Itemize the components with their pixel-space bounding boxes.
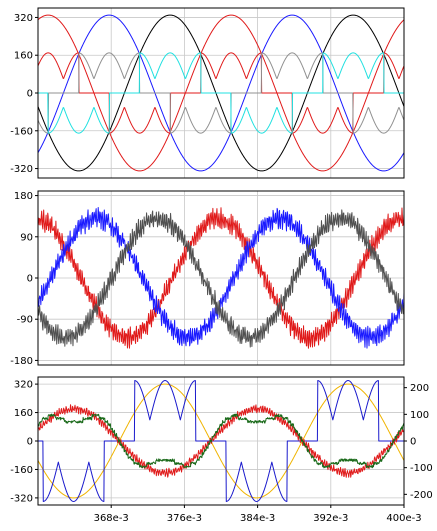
series-group bbox=[38, 380, 404, 502]
y2-tick-label: 100 bbox=[410, 410, 429, 421]
y-tick-label: 320 bbox=[14, 13, 33, 24]
x-tick-label: 384e-3 bbox=[240, 513, 275, 524]
series-line-2 bbox=[38, 206, 404, 349]
y-tick-label: 180 bbox=[14, 191, 33, 202]
x-tick-label: 400e-3 bbox=[386, 513, 421, 524]
series-line-3 bbox=[38, 404, 404, 478]
series-line-6 bbox=[38, 52, 404, 134]
y-tick-label: 160 bbox=[14, 408, 33, 419]
y-tick-label: 0 bbox=[27, 437, 33, 448]
series-line-4 bbox=[38, 52, 404, 134]
y2-tick-label: -100 bbox=[410, 463, 433, 474]
y-tick-label: -180 bbox=[10, 356, 33, 367]
x-tick-label: 392e-3 bbox=[313, 513, 348, 524]
series-line-1 bbox=[38, 207, 404, 349]
y2-tick-label: 0 bbox=[410, 437, 416, 448]
y2-tick-label: -200 bbox=[410, 490, 433, 501]
series-line-3 bbox=[38, 14, 404, 172]
y-tick-label: 160 bbox=[14, 51, 33, 62]
y-tick-label: 0 bbox=[27, 274, 33, 285]
y-tick-label: -320 bbox=[10, 164, 33, 175]
series-group bbox=[38, 206, 404, 349]
y-tick-label: -160 bbox=[10, 465, 33, 476]
y-tick-label: -160 bbox=[10, 126, 33, 137]
x-tick-label: 376e-3 bbox=[167, 513, 202, 524]
chart-panel-middle: 180 90 0 -90 -180 bbox=[10, 190, 405, 367]
series-line-4 bbox=[38, 413, 404, 469]
series-line-1 bbox=[38, 14, 404, 172]
y-tick-label: 320 bbox=[14, 380, 33, 391]
chart-panel-top: 320 160 0 -160 -320 bbox=[10, 7, 405, 179]
y2-tick-label: 200 bbox=[410, 383, 429, 394]
y-tick-label: 0 bbox=[27, 89, 33, 100]
series-line-2 bbox=[38, 14, 404, 172]
chart-panel-bottom: 320 160 0 -160 -320 200 100 0 -100 -200 368e-3 376e… bbox=[10, 376, 433, 524]
series-line-5 bbox=[38, 52, 404, 134]
y-tick-label: -320 bbox=[10, 493, 33, 504]
series-line-2 bbox=[38, 380, 404, 502]
series-group bbox=[38, 14, 404, 172]
y-tick-label: -90 bbox=[17, 315, 33, 326]
series-line-3 bbox=[38, 209, 404, 348]
x-tick-label: 368e-3 bbox=[94, 513, 129, 524]
y-tick-label: 90 bbox=[20, 232, 33, 243]
